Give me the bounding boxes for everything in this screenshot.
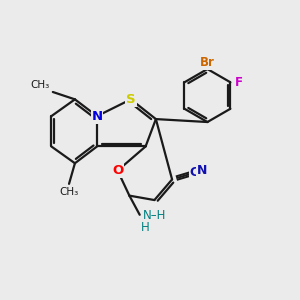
Text: Br: Br — [200, 56, 215, 69]
Text: O: O — [112, 164, 123, 177]
Text: S: S — [126, 93, 136, 106]
Text: CH₃: CH₃ — [59, 188, 79, 197]
Text: F: F — [235, 76, 243, 89]
Text: C: C — [189, 167, 198, 179]
Text: CH₃: CH₃ — [30, 80, 49, 90]
Text: N–H: N–H — [142, 209, 166, 222]
Text: N: N — [92, 110, 103, 123]
Text: N: N — [197, 164, 207, 177]
Text: H: H — [141, 220, 149, 234]
